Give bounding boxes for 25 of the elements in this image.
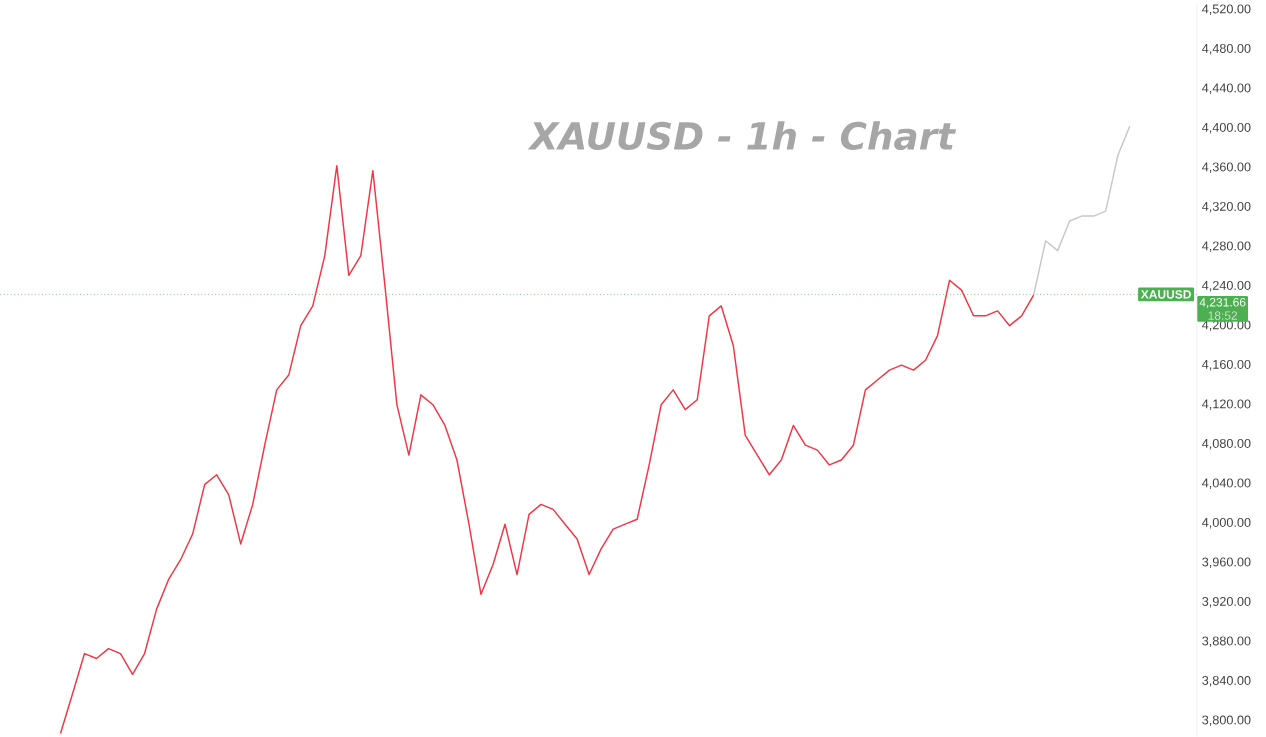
- y-tick-label: 3,800.00: [1202, 715, 1251, 727]
- y-tick-label: 3,880.00: [1202, 636, 1251, 648]
- y-tick-label: 4,400.00: [1202, 123, 1251, 134]
- y-tick-label: 3,920.00: [1202, 597, 1251, 608]
- y-tick-label: 4,240.00: [1202, 281, 1251, 292]
- y-tick-label: 4,160.00: [1202, 360, 1251, 371]
- line-series: [59, 165, 1035, 735]
- y-tick-label: 4,440.00: [1202, 83, 1251, 95]
- y-tick-label: 4,000.00: [1202, 518, 1251, 529]
- y-tick-label: 3,960.00: [1202, 557, 1251, 569]
- line-series: [1032, 125, 1131, 296]
- text: XAUUSD - 1h - Chart: [527, 121, 957, 151]
- ref-line-label: 4,231.66: [1199, 298, 1246, 309]
- text: 18:52: [1208, 311, 1238, 320]
- y-tick-label: 4,360.00: [1202, 162, 1251, 174]
- y-tick-label: 4,480.00: [1202, 44, 1251, 55]
- y-tick-label: 4,040.00: [1202, 478, 1251, 490]
- y-tick-label: 3,840.00: [1202, 676, 1251, 687]
- y-tick-label: 4,080.00: [1202, 439, 1251, 450]
- text: XAUUSD: [1140, 290, 1191, 299]
- y-tick-label: 4,320.00: [1202, 202, 1251, 213]
- y-tick-label: 4,280.00: [1202, 241, 1251, 253]
- y-tick-label: 4,120.00: [1202, 399, 1251, 411]
- y-tick-label: 4,200.00: [1202, 320, 1251, 332]
- y-tick-label: 4,520.00: [1202, 4, 1251, 16]
